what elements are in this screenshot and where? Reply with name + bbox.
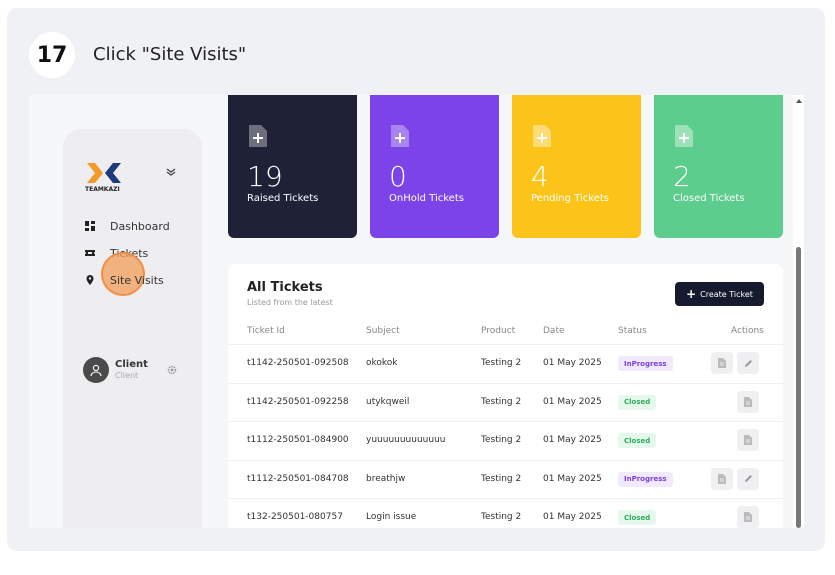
panel-title: All Tickets [247,280,323,295]
table-row[interactable]: t1142-250501-092508 okokok Testing 2 01 May… [228,344,783,382]
edit-icon [744,359,752,367]
avatar [83,357,109,383]
stat-card-raised[interactable]: 19 Raised Tickets [228,95,357,238]
ticket-date: 01 May 2025 [543,396,602,407]
table-row[interactable]: t132-250501-080757 Login issue Testing 2 01… [228,498,783,528]
ticket-product: Testing 2 [481,512,522,522]
stat-label: OnHold Tickets [389,193,464,204]
column-header: Status [618,326,647,336]
gear-icon[interactable] [167,365,177,375]
table-row[interactable]: t1112-250501-084708 breathjw Testing 2 01 M… [228,459,783,498]
stat-card-onhold[interactable]: 0 OnHold Tickets [370,95,499,238]
ticket-icon [85,250,95,256]
sidebar-item-dashboard[interactable]: Dashboard [85,218,170,234]
ticket-date: 01 May 2025 [543,358,602,368]
view-ticket-button[interactable] [711,352,733,374]
ticket-product: Testing 2 [481,435,522,445]
ticket-subject: Login issue [366,512,417,522]
ticket-product: Testing 2 [481,473,522,484]
scrollbar-thumb[interactable] [796,247,801,528]
ticket-id: t1112-250501-084708 [247,473,349,484]
ticket-date: 01 May 2025 [543,512,602,522]
logo-text: TEAMKAZI [85,186,120,193]
sidebar: TEAMKAZI Dashboard Tickets Site [63,129,202,528]
edit-ticket-button[interactable] [737,467,759,490]
file-plus-icon [533,125,551,147]
plus-icon: + [686,287,697,301]
teamkazi-logo [87,163,121,183]
user-icon [90,364,102,377]
table-row[interactable]: t1112-250501-084900 yuuuuuuuuuuuuu Testing… [228,421,783,459]
column-header: Subject [366,326,400,336]
user-profile[interactable]: Client Client [83,357,177,383]
stat-card-closed[interactable]: 2 Closed Tickets [654,95,783,238]
create-ticket-label: Create Ticket [700,289,753,299]
location-pin-icon [86,275,94,285]
stat-value: 4 [531,160,549,193]
view-ticket-button[interactable] [737,506,759,528]
click-indicator [101,252,145,296]
status-badge: InProgress [618,471,673,487]
ticket-id: t1142-250501-092258 [247,396,349,407]
view-ticket-button[interactable] [737,390,759,413]
ticket-subject: okokok [366,358,398,368]
status-badge: Closed [618,510,657,525]
stat-label: Raised Tickets [247,193,319,204]
user-name: Client [115,359,148,370]
step-instruction: Click "Site Visits" [93,44,247,65]
stat-value: 2 [673,160,691,193]
file-plus-icon [675,125,693,147]
ticket-date: 01 May 2025 [543,435,602,445]
document-icon [718,473,726,484]
panel-subtitle: Listed from the latest [247,298,333,307]
ticket-subject: breathjw [366,473,406,484]
tickets-panel: All Tickets Listed from the latest + Cre… [228,264,783,528]
edit-ticket-button[interactable] [737,352,759,374]
chevron-down-icon[interactable] [165,167,177,177]
ticket-product: Testing 2 [481,358,522,368]
ticket-subject: yuuuuuuuuuuuuu [366,435,446,445]
stat-label: Pending Tickets [531,193,609,204]
app-screenshot: TEAMKAZI Dashboard Tickets Site [29,95,804,528]
stat-value: 19 [247,160,283,193]
column-header: Date [543,326,565,336]
status-badge: InProgress [618,356,673,371]
view-ticket-button[interactable] [711,467,733,490]
scroll-up-arrow[interactable] [796,99,802,103]
user-role: Client [115,371,139,380]
file-plus-icon [391,125,409,147]
ticket-id: t1142-250501-092508 [247,358,349,368]
ticket-id: t132-250501-080757 [247,512,343,522]
document-icon [718,358,726,368]
status-badge: Closed [618,433,657,448]
column-header: Product [481,326,516,336]
sidebar-item-label: Site Visits [110,273,164,287]
create-ticket-button[interactable]: + Create Ticket [675,282,764,306]
file-plus-icon [249,125,267,147]
sidebar-item-site-visits[interactable]: Site Visits [85,272,164,288]
document-icon [744,396,752,407]
document-icon [744,512,752,522]
scrollbar[interactable] [793,95,804,528]
table-row[interactable]: t1142-250501-092258 utykqweil Testing 2 01 … [228,382,783,421]
ticket-product: Testing 2 [481,396,522,407]
sidebar-item-label: Dashboard [110,219,170,233]
step-number-badge: 17 [29,32,75,78]
stat-value: 0 [389,160,407,193]
stat-card-pending[interactable]: 4 Pending Tickets [512,95,641,238]
ticket-subject: utykqweil [366,396,410,407]
column-header: Actions [731,326,764,336]
document-icon [744,435,752,445]
ticket-date: 01 May 2025 [543,473,602,484]
stat-label: Closed Tickets [673,193,745,204]
edit-icon [744,475,752,482]
view-ticket-button[interactable] [737,429,759,451]
status-badge: Closed [618,394,657,410]
ticket-id: t1112-250501-084900 [247,435,349,445]
column-header: Ticket Id [247,326,285,336]
dashboard-icon [85,221,95,231]
